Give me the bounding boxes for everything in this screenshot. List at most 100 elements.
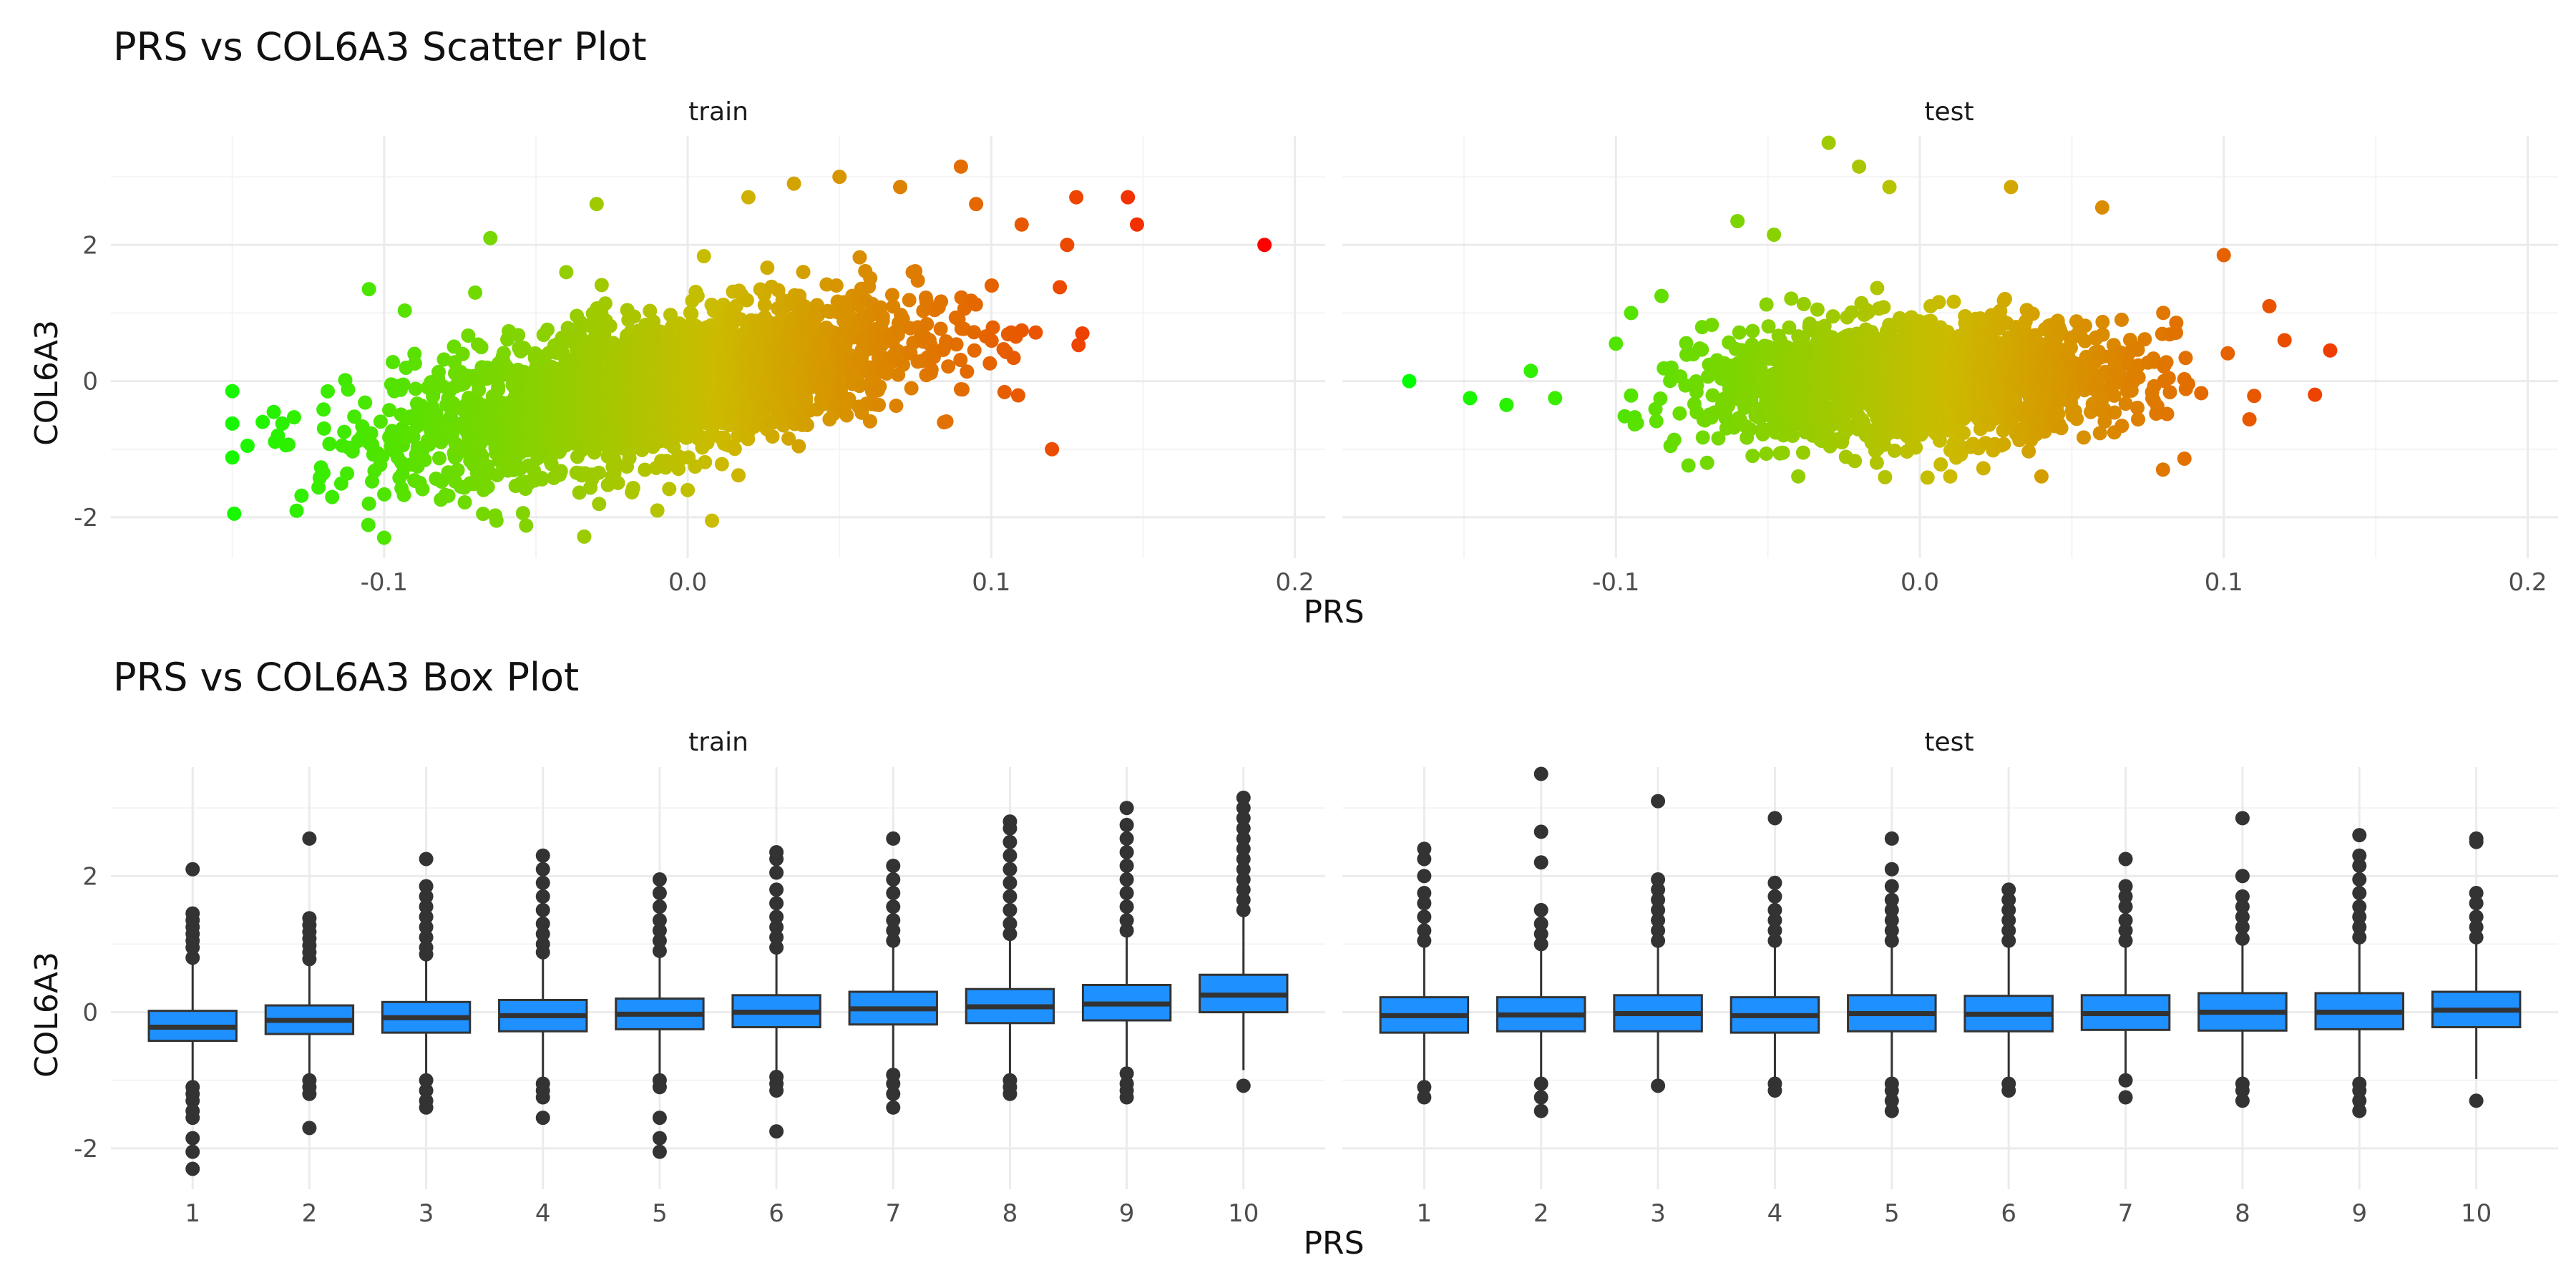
box-outlier bbox=[2118, 1073, 2133, 1088]
scatter-point bbox=[1997, 291, 2012, 306]
scatter-point bbox=[969, 197, 984, 212]
scatter-point bbox=[839, 408, 854, 423]
scatter-point bbox=[739, 293, 754, 308]
box-outlier bbox=[2001, 902, 2016, 917]
box-outlier bbox=[1236, 811, 1251, 826]
x-tick-label: 7 bbox=[2118, 1199, 2134, 1228]
box-outlier bbox=[1417, 852, 1432, 867]
box-outlier bbox=[1119, 1090, 1134, 1105]
box-outlier bbox=[2001, 933, 2016, 948]
box-outlier bbox=[1651, 902, 1666, 917]
scatter-point bbox=[358, 395, 373, 410]
box-outlier bbox=[2352, 899, 2367, 914]
scatter-point bbox=[729, 298, 744, 313]
scatter-point bbox=[1759, 447, 1774, 462]
scatter-point bbox=[997, 384, 1012, 399]
box-outlier bbox=[2235, 811, 2250, 826]
scatter-point bbox=[1810, 302, 1825, 317]
box-outlier bbox=[1236, 1078, 1251, 1093]
scatter-point bbox=[270, 428, 286, 443]
x-tick-label: 0.2 bbox=[1276, 568, 1314, 597]
box-outlier bbox=[535, 902, 550, 917]
scatter-point bbox=[872, 379, 887, 394]
scatter-point bbox=[1672, 406, 1687, 421]
box-outlier bbox=[652, 1144, 667, 1159]
scatter-point bbox=[2095, 314, 2110, 329]
scatter-point bbox=[373, 414, 388, 429]
box-outlier bbox=[302, 1086, 317, 1101]
scatter-point bbox=[1045, 441, 1060, 457]
box-outlier bbox=[2235, 889, 2250, 904]
box-outlier bbox=[1533, 1076, 1548, 1091]
scatter-point bbox=[1624, 306, 1639, 321]
box-outlier bbox=[1002, 916, 1018, 931]
box-outlier bbox=[1417, 841, 1432, 857]
scatter-point bbox=[461, 328, 476, 343]
box-outlier bbox=[1236, 821, 1251, 836]
box-outlier bbox=[2352, 1083, 2367, 1098]
scatter-point bbox=[2220, 346, 2235, 361]
scatter-point bbox=[1920, 470, 1935, 485]
box-outlier bbox=[535, 862, 550, 877]
scatter-point bbox=[535, 472, 550, 487]
y-tick-label: 0 bbox=[82, 999, 98, 1028]
scatter-point bbox=[984, 333, 999, 348]
scatter-point bbox=[2077, 333, 2092, 348]
scatter-point bbox=[741, 190, 756, 205]
scatter-point bbox=[2094, 200, 2109, 215]
box-outlier bbox=[2118, 913, 2133, 928]
scatter-point bbox=[472, 382, 487, 397]
scatter-point bbox=[1071, 338, 1086, 353]
box-outlier bbox=[886, 933, 901, 948]
scatter-point bbox=[417, 452, 432, 467]
scatter-point bbox=[386, 355, 401, 370]
scatter-point bbox=[415, 482, 430, 497]
scatter-point bbox=[377, 487, 392, 502]
scatter-point bbox=[2262, 298, 2277, 313]
box-outlier bbox=[1119, 899, 1134, 914]
scatter-point bbox=[2092, 426, 2107, 441]
scatter-point bbox=[627, 309, 642, 324]
scatter-point bbox=[476, 507, 491, 522]
scatter-point bbox=[1463, 391, 1478, 406]
box-outlier bbox=[1884, 913, 1899, 928]
scatter-point bbox=[429, 406, 444, 421]
scatter-point bbox=[2095, 327, 2110, 342]
box-outlier bbox=[535, 916, 550, 931]
scatter-point bbox=[1694, 342, 1709, 357]
scatter-point bbox=[2097, 414, 2112, 429]
scatter-point bbox=[397, 303, 412, 318]
scatter-point bbox=[893, 180, 908, 195]
scatter-point bbox=[1825, 309, 1840, 324]
scatter-point bbox=[286, 410, 301, 425]
scatter-point bbox=[1976, 461, 1991, 476]
box-outlier bbox=[2469, 930, 2484, 945]
x-tick-label: 0.0 bbox=[1901, 568, 1939, 597]
scatter-point bbox=[2177, 451, 2192, 466]
scatter-point bbox=[1689, 378, 1704, 393]
scatter-point bbox=[1943, 469, 1958, 484]
box-outlier bbox=[535, 848, 550, 863]
box-outlier bbox=[419, 909, 434, 924]
scatter-point bbox=[1010, 388, 1025, 403]
scatter-point bbox=[862, 414, 877, 429]
box-outlier bbox=[886, 1100, 901, 1115]
box-outlier bbox=[1002, 834, 1018, 849]
box-outlier bbox=[535, 1111, 550, 1126]
scatter-point bbox=[967, 325, 982, 340]
box-outlier bbox=[2469, 831, 2484, 846]
box-outlier bbox=[1417, 1080, 1432, 1095]
box-outlier bbox=[769, 1124, 784, 1139]
x-tick-label: 5 bbox=[1884, 1199, 1900, 1228]
box-outlier bbox=[2352, 848, 2367, 863]
box-outlier bbox=[769, 896, 784, 911]
scatter-point bbox=[1876, 300, 1891, 315]
box-outlier bbox=[1002, 848, 1018, 863]
scatter-point bbox=[2077, 318, 2092, 333]
box-outlier bbox=[2469, 919, 2484, 935]
scatter-point bbox=[875, 309, 890, 324]
box-outlier bbox=[652, 899, 667, 914]
scatter-point bbox=[345, 444, 360, 459]
scatter-point bbox=[441, 488, 456, 503]
box-outlier bbox=[2001, 923, 2016, 938]
